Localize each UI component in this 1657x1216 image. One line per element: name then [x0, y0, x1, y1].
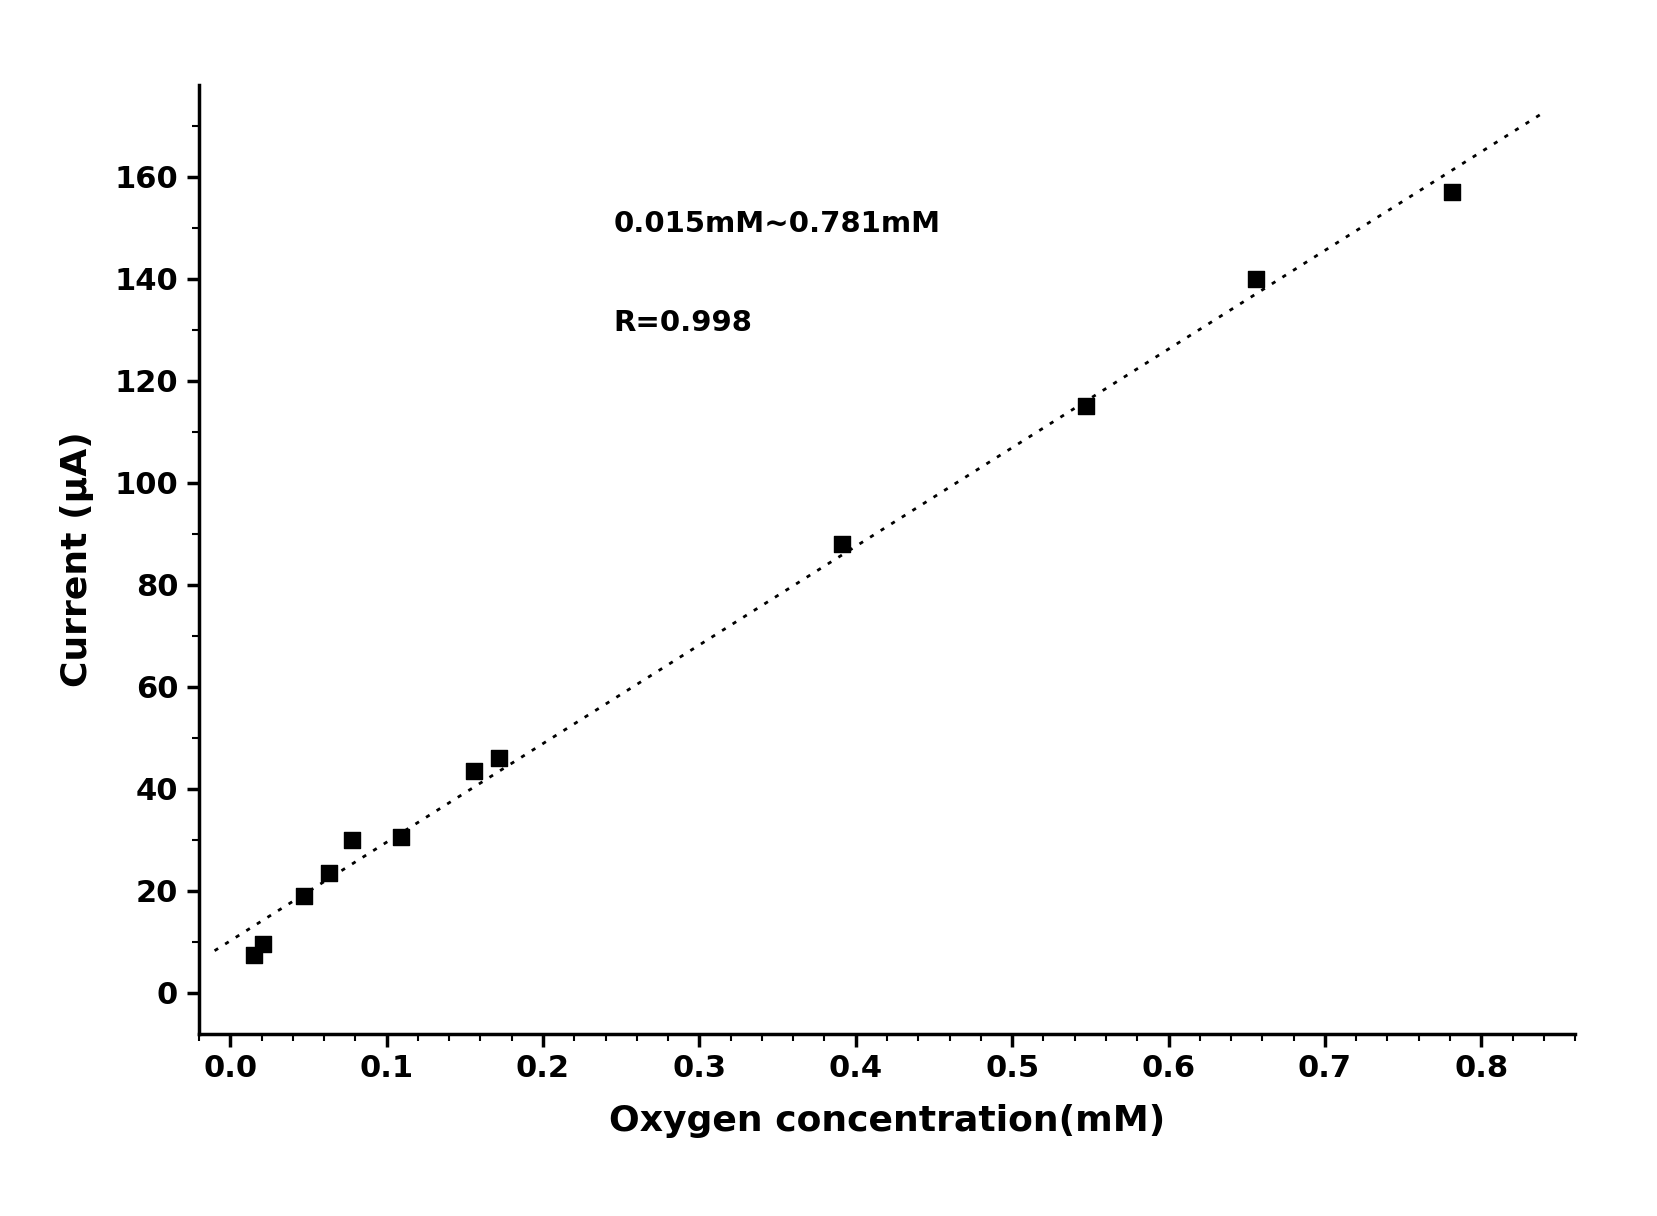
Point [240, 945, 267, 964]
Point [250, 935, 277, 955]
Point [1072, 396, 1099, 416]
Point [315, 863, 341, 883]
X-axis label: Oxygen concentration(mM): Oxygen concentration(mM) [608, 1104, 1165, 1138]
Text: 0.015mM~0.781mM: 0.015mM~0.781mM [613, 210, 940, 238]
Point [388, 828, 414, 848]
Point [1243, 269, 1269, 288]
Point [486, 749, 512, 769]
Y-axis label: Current (μA): Current (μA) [60, 432, 93, 687]
Point [461, 761, 487, 781]
Point [1437, 182, 1463, 202]
Point [338, 831, 365, 850]
Point [828, 534, 855, 553]
Point [290, 886, 316, 906]
Text: R=0.998: R=0.998 [613, 310, 752, 338]
